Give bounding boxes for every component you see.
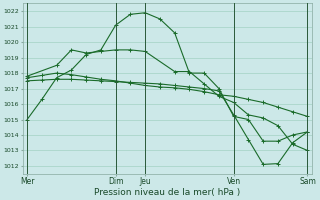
X-axis label: Pression niveau de la mer( hPa ): Pression niveau de la mer( hPa ) (94, 188, 240, 197)
